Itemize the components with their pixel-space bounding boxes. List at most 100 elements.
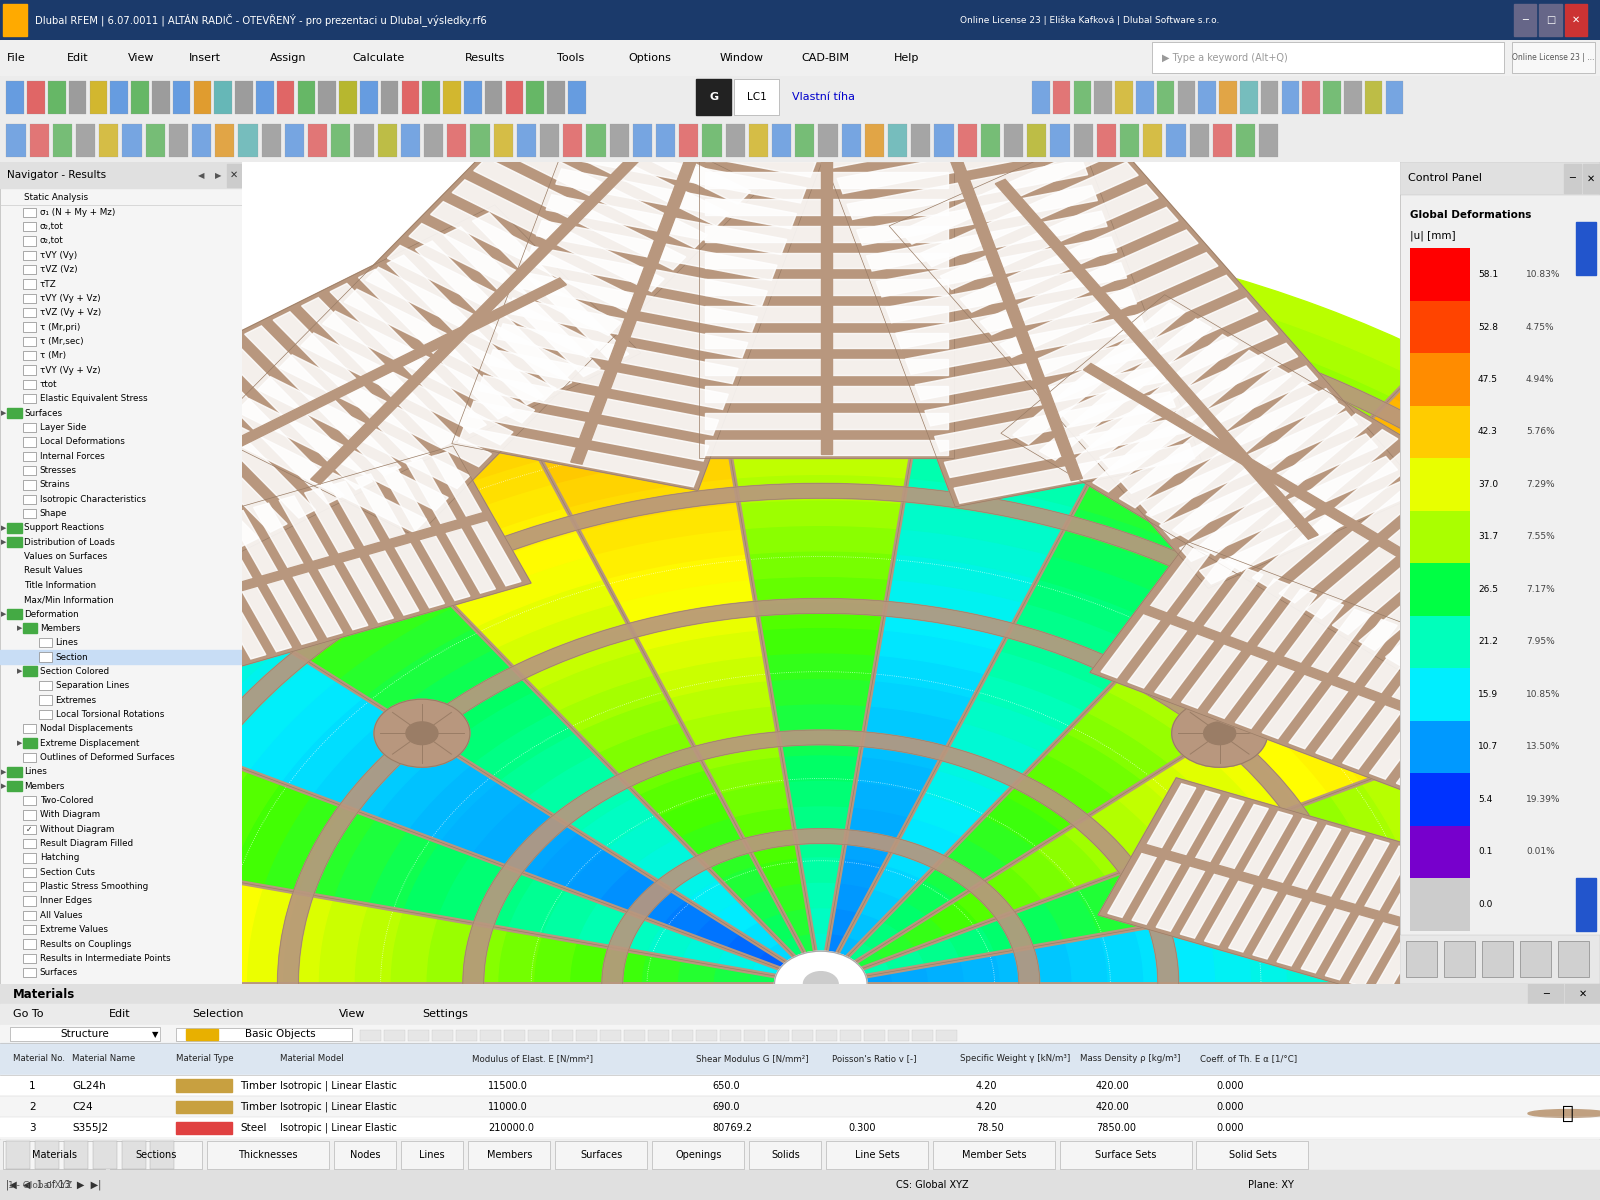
Bar — [888, 1030, 909, 1040]
Text: 10.7: 10.7 — [1478, 743, 1498, 751]
Text: Without Diagram: Without Diagram — [40, 824, 114, 834]
Wedge shape — [392, 484, 566, 564]
Bar — [696, 1030, 717, 1040]
Wedge shape — [158, 760, 248, 875]
Bar — [587, 124, 606, 157]
Text: Solids: Solids — [771, 1150, 800, 1160]
Bar — [648, 1030, 669, 1040]
Bar — [634, 124, 653, 157]
Bar — [768, 1030, 789, 1040]
Wedge shape — [26, 562, 176, 700]
Polygon shape — [1141, 844, 1520, 960]
Polygon shape — [1002, 295, 1590, 686]
Circle shape — [803, 972, 838, 996]
Polygon shape — [478, 376, 718, 436]
Circle shape — [1171, 700, 1267, 767]
Text: Structure: Structure — [61, 1030, 109, 1039]
Text: 10.83%: 10.83% — [1526, 270, 1560, 280]
Polygon shape — [886, 263, 1126, 323]
Text: Deformation: Deformation — [24, 610, 78, 618]
Text: Modulus of Elast. E [N/mm²]: Modulus of Elast. E [N/mm²] — [472, 1055, 594, 1063]
Polygon shape — [1325, 846, 1413, 979]
Bar — [170, 124, 189, 157]
Polygon shape — [1083, 364, 1509, 618]
Polygon shape — [706, 413, 949, 428]
Wedge shape — [974, 674, 1086, 732]
Wedge shape — [821, 972, 856, 984]
Polygon shape — [75, 554, 163, 689]
Wedge shape — [709, 322, 933, 352]
Wedge shape — [1030, 941, 1072, 984]
Bar — [38, 653, 51, 661]
Polygon shape — [114, 278, 566, 506]
Bar — [150, 1141, 174, 1169]
Wedge shape — [853, 960, 891, 978]
Polygon shape — [45, 425, 202, 575]
Text: 0.000: 0.000 — [1216, 1102, 1243, 1112]
Wedge shape — [1139, 365, 1350, 460]
Wedge shape — [333, 818, 408, 905]
Wedge shape — [216, 662, 338, 770]
Polygon shape — [706, 332, 949, 348]
Text: τVZ (Vz): τVZ (Vz) — [40, 265, 77, 274]
Bar — [69, 80, 86, 114]
Wedge shape — [682, 937, 725, 966]
Bar — [400, 124, 419, 157]
Polygon shape — [706, 173, 949, 188]
Wedge shape — [602, 829, 1040, 984]
Text: Basic Objects: Basic Objects — [245, 1030, 315, 1039]
Wedge shape — [630, 605, 760, 650]
Polygon shape — [925, 366, 1165, 426]
Wedge shape — [790, 805, 851, 833]
Polygon shape — [323, 311, 534, 422]
Bar — [0, 162, 242, 188]
Polygon shape — [274, 312, 429, 462]
Bar — [22, 940, 37, 949]
Polygon shape — [536, 221, 778, 281]
Polygon shape — [555, 169, 797, 229]
Bar — [912, 124, 931, 157]
Text: 7.17%: 7.17% — [1526, 584, 1555, 594]
Wedge shape — [755, 601, 886, 630]
Polygon shape — [1139, 412, 1358, 516]
Wedge shape — [1024, 754, 1117, 815]
Wedge shape — [440, 781, 525, 853]
Polygon shape — [565, 143, 806, 203]
Polygon shape — [1450, 680, 1558, 810]
Text: Extreme Displacement: Extreme Displacement — [40, 739, 139, 748]
Wedge shape — [1050, 532, 1208, 606]
Text: ▶: ▶ — [2, 524, 6, 530]
Wedge shape — [998, 626, 1126, 690]
Text: With Diagram: With Diagram — [40, 810, 99, 820]
Polygon shape — [1141, 605, 1566, 770]
Bar — [1528, 984, 1563, 1004]
Bar — [22, 738, 37, 748]
Wedge shape — [659, 858, 718, 900]
Text: ✕: ✕ — [1571, 14, 1581, 25]
Text: 4.94%: 4.94% — [1526, 376, 1555, 384]
Polygon shape — [867, 211, 1107, 271]
Text: 2: 2 — [29, 1102, 35, 1112]
Wedge shape — [718, 865, 770, 900]
Bar — [22, 896, 37, 906]
Bar — [318, 80, 336, 114]
Bar — [384, 1030, 405, 1040]
Polygon shape — [1099, 366, 1318, 470]
Wedge shape — [54, 724, 154, 856]
Bar — [206, 1141, 330, 1169]
Wedge shape — [464, 276, 704, 341]
Bar — [842, 124, 861, 157]
Wedge shape — [725, 424, 917, 452]
Polygon shape — [330, 481, 419, 616]
Text: 19.39%: 19.39% — [1526, 794, 1560, 804]
Text: Materials: Materials — [13, 988, 75, 1001]
Polygon shape — [1181, 804, 1269, 938]
Polygon shape — [706, 306, 949, 322]
Bar — [22, 323, 37, 331]
Wedge shape — [1274, 899, 1323, 984]
Bar — [1410, 248, 1470, 301]
Bar — [30, 124, 50, 157]
Wedge shape — [579, 796, 658, 848]
Polygon shape — [50, 562, 138, 696]
Bar — [1115, 80, 1133, 114]
